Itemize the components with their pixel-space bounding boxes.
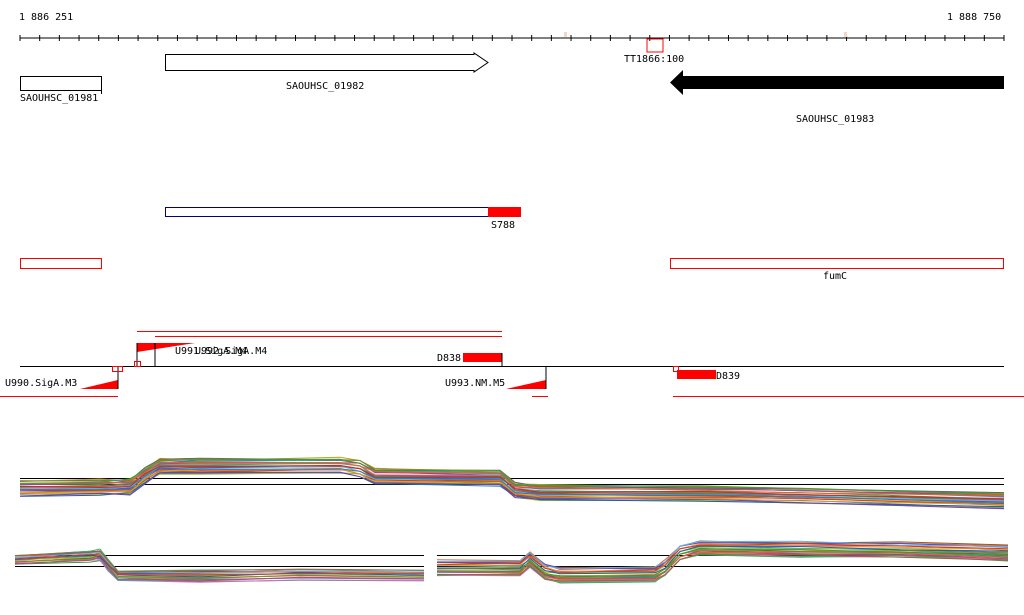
ruler-marker-1 — [564, 32, 567, 37]
gene-saouhsc-01982[interactable]: SAOUHSC_01982 — [165, 52, 489, 92]
ruler-marker-2 — [844, 32, 847, 37]
transcription-track: U990.SigA.M3 U991.SigA.M4 U992.SigA.M4 D… — [0, 331, 1024, 397]
feature-label-fumc: fumC — [823, 271, 847, 282]
expression-trace — [436, 548, 1009, 578]
gene-label-01983: SAOUHSC_01983 — [796, 114, 874, 125]
feature-region-left[interactable] — [20, 258, 102, 269]
gene-saouhsc-01983[interactable]: SAOUHSC_01983 — [670, 70, 1004, 125]
promoter-label-u991: U991.SigA.M4 — [175, 346, 247, 357]
feature-label-d838: D838 — [437, 353, 461, 364]
promoter-u990[interactable]: U990.SigA.M3 — [5, 366, 123, 389]
expression-traces-upper — [19, 456, 1005, 510]
expression-trace — [14, 550, 425, 573]
feature-d839[interactable]: D839 — [673, 366, 741, 383]
feature-label-s788: S788 — [491, 220, 515, 231]
expression-trace — [436, 545, 1009, 575]
ruler-start-label: 1 886 251 — [19, 12, 74, 23]
promoter-u993[interactable]: U993.NM.M5 — [445, 366, 547, 389]
expression-trace — [19, 464, 1005, 500]
expression-trace — [436, 553, 1009, 582]
coordinate-ruler — [19, 32, 1005, 41]
expression-trace — [19, 458, 1005, 495]
expression-trace — [436, 543, 1009, 574]
promoter-label-u990: U990.SigA.M3 — [5, 378, 77, 389]
feature-s788[interactable]: S788 — [165, 207, 522, 231]
ruler-end-label: 1 888 750 — [947, 12, 1002, 23]
expression-trace — [14, 552, 425, 574]
gene-saouhsc-01981[interactable]: SAOUHSC_01981 — [20, 76, 102, 105]
promoter-label-u992: U992.SigA.M4 — [195, 346, 267, 357]
expression-traces-lower-right — [436, 540, 1009, 584]
expression-trace — [14, 556, 425, 582]
expression-profile-upper — [19, 456, 1005, 510]
gene-label-01982: SAOUHSC_01982 — [286, 81, 364, 92]
ruler-ticks — [19, 35, 1005, 41]
expression-trace — [19, 468, 1005, 505]
expression-trace — [14, 553, 424, 576]
gene-label-01981: SAOUHSC_01981 — [20, 93, 98, 104]
feature-label-d839: D839 — [716, 371, 740, 382]
feature-d838[interactable]: D838 — [437, 353, 503, 366]
expression-trace — [14, 554, 425, 580]
expression-trace — [436, 540, 1009, 570]
expression-trace — [19, 461, 1005, 496]
promoter-u991-u992[interactable]: U991.SigA.M4 U992.SigA.M4 — [134, 343, 268, 367]
expression-trace — [436, 551, 1009, 581]
feature-fumc[interactable]: fumC — [670, 258, 1004, 283]
expression-trace — [19, 467, 1005, 504]
expression-profile-lower — [14, 540, 1009, 584]
expression-trace — [19, 471, 1005, 510]
terminator-tt1866[interactable]: TT1866:100 — [624, 38, 684, 65]
promoter-label-u993: U993.NM.M5 — [445, 378, 505, 389]
terminator-label: TT1866:100 — [624, 54, 684, 65]
expression-traces-lower-left — [14, 548, 425, 583]
